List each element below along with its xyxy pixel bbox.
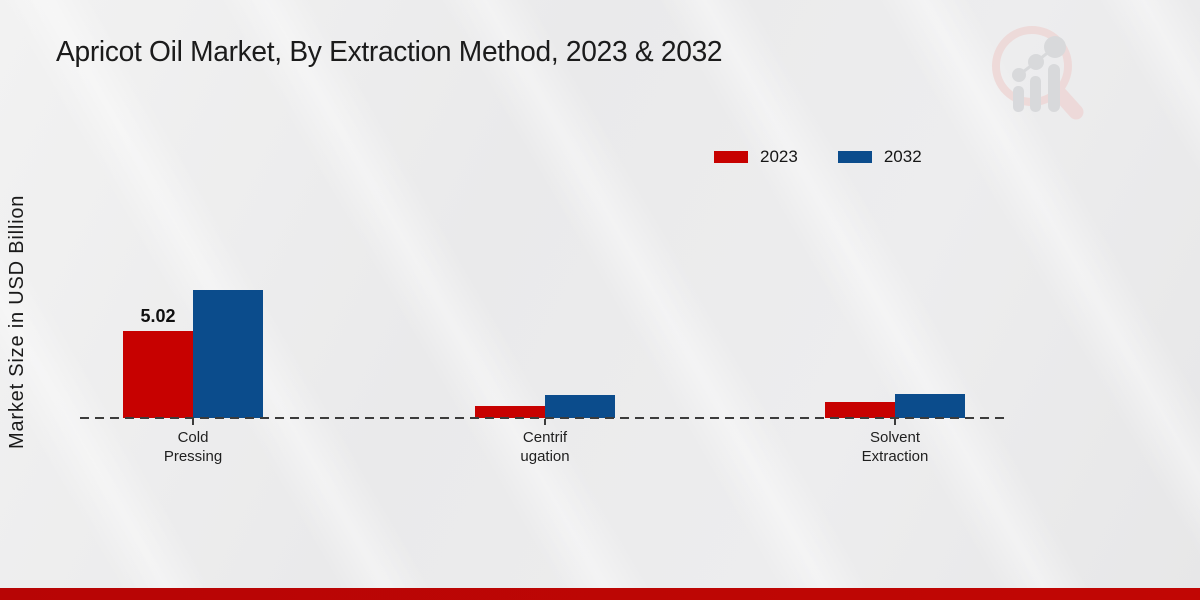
category-label-line: Extraction bbox=[861, 448, 929, 465]
legend-swatch-2032 bbox=[837, 151, 872, 163]
legend-label-2023: 2023 bbox=[760, 147, 798, 166]
x-axis-tick-cold-pressing bbox=[192, 419, 194, 425]
legend-item-2032: 2032 bbox=[837, 147, 922, 167]
category-label-line: Pressing bbox=[163, 448, 223, 465]
logo-bar-icon bbox=[1048, 64, 1060, 112]
logo-bar-icon bbox=[1030, 76, 1041, 112]
logo-dot-icon bbox=[1044, 36, 1066, 58]
legend-swatch-2023 bbox=[714, 151, 748, 163]
category-label-line: Centrif bbox=[522, 429, 568, 446]
x-axis-tick-centrifugation bbox=[544, 419, 546, 425]
bottom-accent-strip bbox=[0, 588, 1200, 600]
logo-dot-icon bbox=[1028, 54, 1044, 70]
logo-bar-icon bbox=[1013, 86, 1024, 112]
x-axis-baseline-dashed bbox=[80, 417, 1008, 419]
bar-2032-solvent-extraction bbox=[895, 393, 965, 418]
x-axis-tick-solvent-extraction bbox=[894, 419, 896, 425]
category-label-line: ugation bbox=[520, 448, 570, 465]
bar-2032-cold-pressing bbox=[193, 289, 263, 418]
bar-2023-solvent-extraction bbox=[825, 402, 895, 418]
legend: 2023 2032 bbox=[714, 147, 922, 167]
category-label-line: Cold bbox=[177, 429, 209, 446]
magnifier-handle-icon bbox=[1050, 84, 1084, 120]
chart-title: Apricot Oil Market, By Extraction Method… bbox=[56, 36, 723, 68]
bar-2032-centrifugation bbox=[545, 395, 615, 418]
legend-label-2032: 2032 bbox=[883, 147, 922, 166]
x-axis-category-label-centrifugation: Centrif ugation bbox=[520, 428, 569, 466]
mrfr-logo-watermark bbox=[992, 26, 1084, 120]
x-axis-category-label-solvent-extraction: Solvent Extraction bbox=[862, 428, 929, 466]
bar-2023-cold-pressing bbox=[123, 331, 193, 418]
bar-2023-centrifugation bbox=[475, 405, 545, 418]
category-label-line: Solvent bbox=[869, 429, 921, 446]
legend-item-2023: 2023 bbox=[714, 147, 798, 167]
x-axis-category-label-cold-pressing: Cold Pressing bbox=[164, 428, 222, 466]
logo-dot-icon bbox=[1012, 68, 1026, 82]
data-label-2023: 5.02 bbox=[140, 306, 176, 326]
